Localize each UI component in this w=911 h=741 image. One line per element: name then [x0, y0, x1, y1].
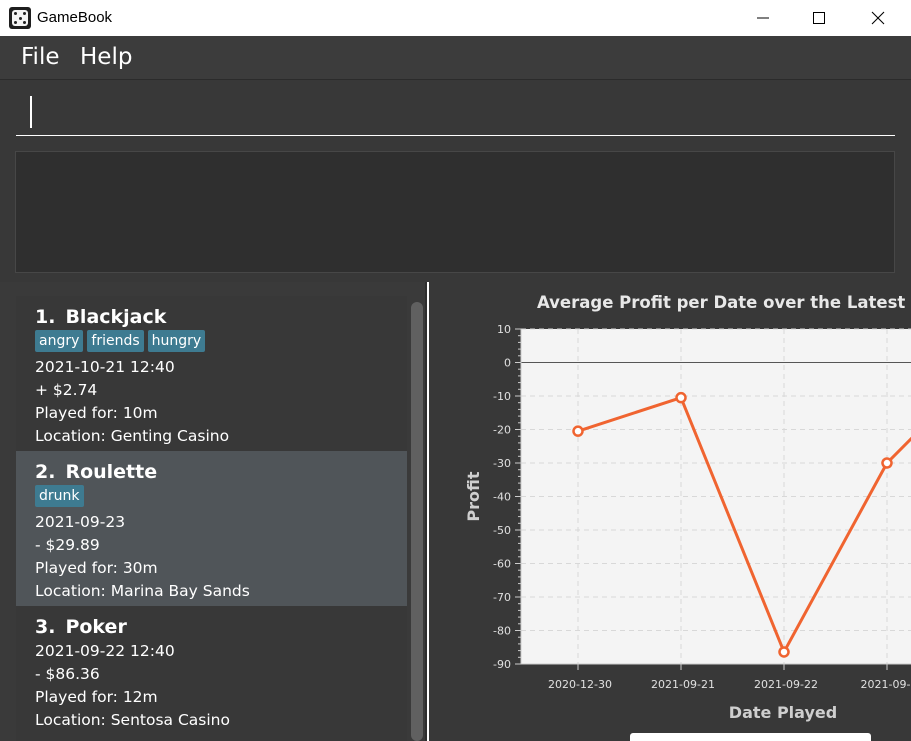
result-display	[15, 151, 895, 273]
game-profit: - $86.36	[35, 665, 100, 683]
game-duration: Played for: 10m	[35, 404, 158, 422]
y-tick-label: -70	[493, 591, 511, 604]
close-icon	[871, 11, 885, 25]
maximize-icon	[813, 12, 825, 24]
minimize-icon	[757, 17, 769, 19]
data-point	[881, 457, 893, 469]
tag: angry	[35, 330, 84, 352]
game-title: 2. Roulette	[35, 459, 407, 485]
menu-help[interactable]: Help	[80, 44, 133, 70]
y-tick-label: -20	[493, 424, 511, 437]
y-tick-label: 0	[504, 357, 511, 370]
title-bar: GameBook	[0, 0, 911, 36]
chart-title: Average Profit per Date over the Latest …	[537, 293, 911, 312]
game-name: Roulette	[65, 461, 158, 483]
command-input[interactable]	[16, 92, 895, 136]
y-tick-label: -10	[493, 390, 511, 403]
x-tick-label: 2021-09-2	[861, 678, 911, 691]
profit-chart: Average Profit per Date over the Latest …	[464, 293, 911, 722]
series	[572, 391, 911, 658]
game-index: 3.	[35, 616, 56, 638]
game-card[interactable]: 1. Blackjack angry friends hungry 2021-10-2…	[16, 296, 407, 451]
window-title: GameBook	[37, 9, 113, 26]
y-tick-label: -30	[493, 457, 511, 470]
y-tick-label: 10	[497, 323, 511, 336]
game-name: Blackjack	[65, 306, 167, 328]
y-tick-label: -40	[493, 491, 511, 504]
x-tick-label: 2021-09-21	[651, 678, 715, 691]
game-name: Poker	[65, 616, 127, 638]
y-tick-label: -90	[493, 658, 511, 671]
tag-list: angry friends hungry	[35, 330, 407, 356]
tag: drunk	[35, 485, 84, 507]
y-tick-label: -80	[493, 625, 511, 638]
bottom-tab[interactable]	[630, 733, 871, 741]
menu-bar: File Help	[0, 36, 911, 80]
game-profit: + $2.74	[35, 381, 98, 399]
result-panel	[0, 144, 911, 282]
x-tick-label: 2021-09-22	[754, 678, 818, 691]
game-location: Location: Genting Casino	[35, 427, 230, 445]
dice-icon	[9, 7, 31, 29]
chart-panel: Average Profit per Date over the Latest …	[429, 282, 911, 741]
axes: 10 0 -10 -20 -30 -40 -50 -60 -70 -80 -90 2020-12-30…	[493, 323, 911, 691]
game-list: 1. Blackjack angry friends hungry 2021-10-2…	[16, 296, 407, 741]
data-point	[572, 425, 584, 437]
data-point	[778, 646, 790, 658]
game-index: 1.	[35, 306, 56, 328]
minimize-button[interactable]	[733, 0, 793, 36]
game-datetime: 2021-09-23	[35, 513, 126, 531]
text-caret	[30, 96, 32, 128]
game-list-panel: 1. Blackjack angry friends hungry 2021-10-2…	[0, 282, 427, 741]
game-duration: Played for: 12m	[35, 688, 158, 706]
tag: hungry	[147, 330, 206, 352]
x-tick-label: 2020-12-30	[548, 678, 612, 691]
y-tick-label: -60	[493, 558, 511, 571]
maximize-button[interactable]	[789, 0, 849, 36]
game-datetime: 2021-10-21 12:40	[35, 358, 175, 376]
game-title: 3. Poker	[35, 614, 407, 640]
tag-list: drunk	[35, 485, 407, 511]
game-card[interactable]: 2. Roulette drunk 2021-09-23 - $29.89 Pla…	[16, 451, 407, 606]
game-location: Location: Marina Bay Sands	[35, 582, 250, 600]
game-duration: Played for: 30m	[35, 559, 158, 577]
command-box	[0, 80, 911, 144]
tag: friends	[87, 330, 144, 352]
game-card[interactable]: 3. Poker 2021-09-22 12:40 - $86.36 Played…	[16, 606, 407, 741]
data-point	[675, 391, 687, 404]
y-axis-label: Profit	[464, 471, 483, 521]
game-profit: - $29.89	[35, 536, 100, 554]
y-tick-label: -50	[493, 524, 511, 537]
close-button[interactable]	[848, 0, 908, 36]
x-axis-label: Date Played	[729, 703, 837, 722]
game-datetime: 2021-09-22 12:40	[35, 642, 175, 660]
scrollbar-thumb[interactable]	[411, 302, 423, 741]
game-title: 1. Blackjack	[35, 304, 407, 330]
menu-file[interactable]: File	[21, 44, 60, 70]
game-location: Location: Sentosa Casino	[35, 711, 230, 729]
game-index: 2.	[35, 461, 56, 483]
